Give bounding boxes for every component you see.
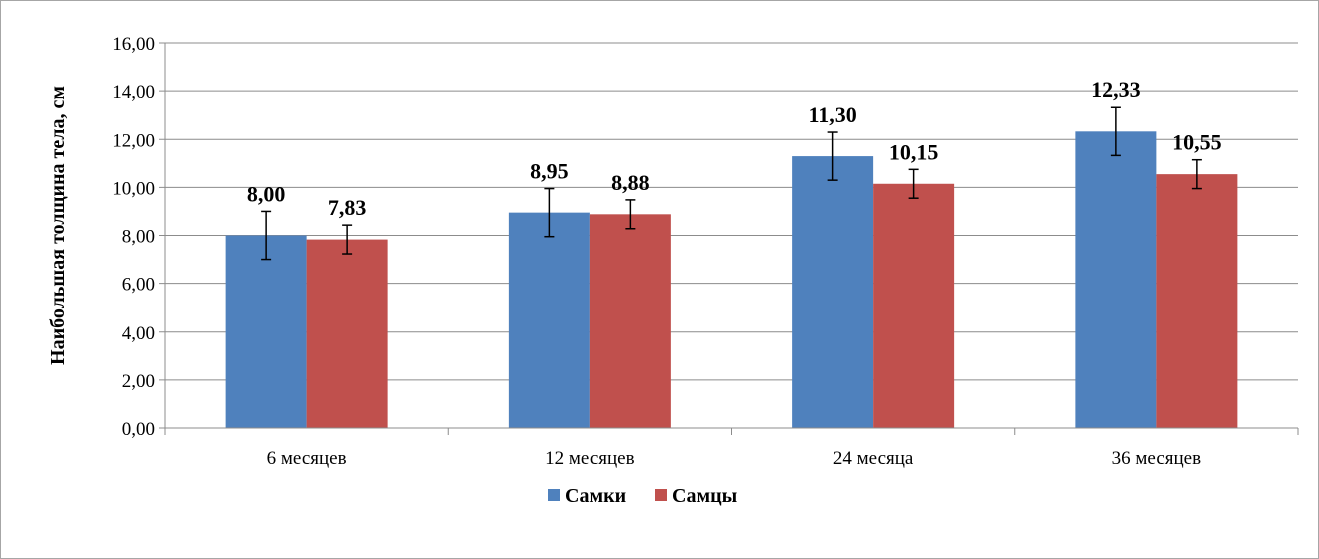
y-tick-label: 4,00 <box>122 323 155 344</box>
x-tick-label: 24 месяца <box>833 448 914 469</box>
y-tick-label: 6,00 <box>122 275 155 296</box>
y-tick-label: 8,00 <box>122 227 155 248</box>
bar-females <box>792 156 874 428</box>
legend-label: Самцы <box>672 485 738 507</box>
y-tick-label: 12,00 <box>112 130 155 151</box>
legend-swatch <box>655 489 667 501</box>
x-tick-label: 12 месяцев <box>545 448 634 469</box>
data-label: 10,15 <box>889 139 939 164</box>
y-tick-label: 16,00 <box>112 34 155 55</box>
y-tick-label: 14,00 <box>112 82 155 103</box>
data-label: 11,30 <box>808 102 856 127</box>
data-label: 12,33 <box>1091 77 1141 102</box>
x-tick-label: 36 месяцев <box>1112 448 1201 469</box>
data-label: 7,83 <box>328 195 367 220</box>
y-tick-label: 10,00 <box>112 178 155 199</box>
bar-females <box>225 235 307 428</box>
bar-males <box>1156 174 1238 428</box>
data-label: 8,00 <box>247 181 286 206</box>
bar-females <box>508 212 590 428</box>
data-label: 10,55 <box>1172 130 1222 155</box>
data-label: 8,88 <box>611 170 650 195</box>
data-labels: 8,00 7,83 8,95 8,88 11,30 10,15 12,33 10,55 <box>247 77 1222 220</box>
bar-males <box>873 183 955 428</box>
bar-females <box>1075 131 1157 428</box>
bar-males <box>306 239 388 428</box>
error-bars <box>261 106 1202 261</box>
bar-males <box>589 214 671 428</box>
legend: Самки Самцы <box>548 485 738 507</box>
y-axis-label: Наибольшая толщина тела, см <box>47 86 69 365</box>
y-tick-label: 0,00 <box>122 419 155 440</box>
y-axis-ticks: 0,00 2,00 4,00 6,00 8,00 10,00 12,00 14,00 16,00 <box>112 34 165 440</box>
y-tick-label: 2,00 <box>122 371 155 392</box>
x-tick-label: 6 месяцев <box>267 448 347 469</box>
x-axis-ticks: 6 месяцев 12 месяцев 24 месяца 36 месяцев <box>164 428 1299 469</box>
data-label: 8,95 <box>530 159 569 184</box>
legend-label: Самки <box>565 485 626 507</box>
legend-swatch <box>548 489 560 501</box>
bars <box>225 131 1238 428</box>
